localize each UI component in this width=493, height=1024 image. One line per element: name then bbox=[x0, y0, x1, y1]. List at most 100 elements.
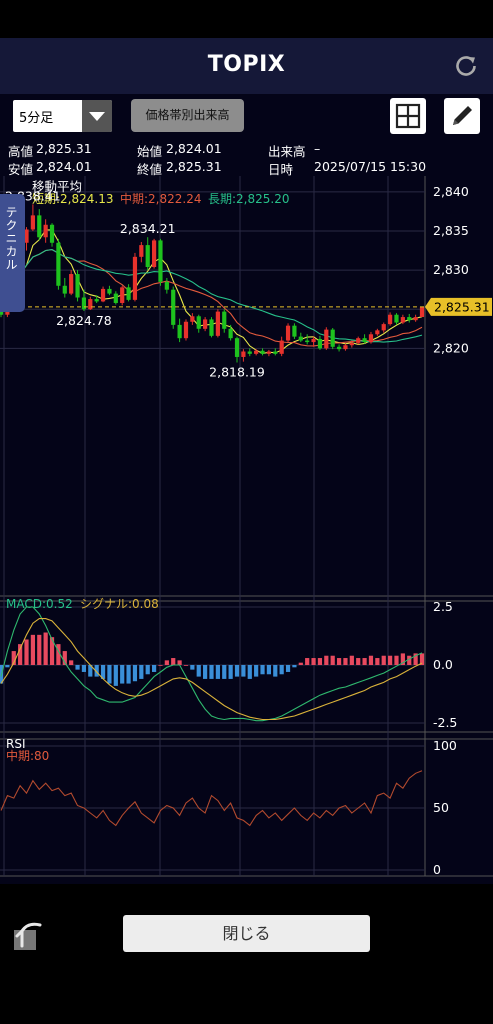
candle-body bbox=[222, 311, 227, 329]
datetime-value: 2025/07/15 15:30 bbox=[314, 159, 427, 174]
candle-body bbox=[37, 215, 42, 238]
technical-tab[interactable]: テクニカル bbox=[0, 194, 25, 312]
macd-histogram-bar bbox=[362, 658, 367, 665]
macd-histogram-bar bbox=[100, 665, 106, 679]
open-value: 2,824.01 bbox=[166, 141, 222, 156]
macd-histogram-bar bbox=[56, 644, 61, 665]
timeframe-select[interactable]: 5分足 bbox=[13, 100, 112, 132]
macd-signal-line bbox=[0, 618, 423, 721]
volume-value: – bbox=[314, 141, 321, 156]
high-value: 2,825.31 bbox=[36, 141, 92, 156]
candle-body bbox=[75, 274, 80, 298]
ma-long-label: 長期:2,825.20 bbox=[208, 192, 289, 206]
macd-histogram-bar bbox=[413, 653, 418, 665]
candle-body bbox=[234, 338, 240, 357]
macd-histogram-bar bbox=[336, 658, 342, 665]
high-label: 高値 bbox=[8, 144, 34, 159]
candle-body bbox=[113, 293, 118, 303]
macd-histogram-bar bbox=[113, 665, 118, 686]
candle-body bbox=[228, 328, 233, 339]
candle-body bbox=[362, 338, 367, 343]
candle-body bbox=[407, 317, 412, 321]
macd-histogram-bar bbox=[177, 660, 182, 665]
macd-histogram-bar bbox=[317, 658, 323, 665]
macd-histogram-bar bbox=[5, 665, 10, 668]
macd-histogram-bar bbox=[241, 665, 246, 677]
chart-area[interactable]: 移動平均 短期:2,824.13 中期:2,822.24 長期:2,825.20… bbox=[0, 176, 493, 881]
grid-layout-button[interactable] bbox=[390, 98, 426, 134]
close-button[interactable]: 閉じる bbox=[123, 915, 370, 952]
candle-body bbox=[126, 287, 131, 300]
macd-histogram-bar bbox=[120, 665, 125, 684]
back-arrow-icon[interactable] bbox=[10, 916, 48, 952]
volume-label: 出来高 bbox=[268, 144, 306, 159]
grid-layout-icon bbox=[395, 103, 421, 129]
macd-histogram-bar bbox=[388, 655, 393, 665]
ma-short-label: 短期:2,824.13 bbox=[32, 192, 113, 206]
macd-histogram-bar bbox=[400, 653, 405, 665]
drawing-tool-button[interactable] bbox=[444, 98, 480, 134]
candle-body bbox=[190, 316, 195, 322]
candle-body bbox=[62, 285, 67, 294]
macd-histogram-bar bbox=[75, 665, 80, 670]
macd-histogram-bar bbox=[305, 658, 310, 665]
candle-body bbox=[349, 342, 354, 346]
macd-histogram-bar bbox=[164, 660, 169, 665]
macd-histogram-bar bbox=[279, 665, 284, 675]
candle-body bbox=[43, 224, 48, 238]
macd-histogram-bar bbox=[37, 634, 42, 665]
current-price-label: 2,825.31 bbox=[434, 299, 490, 314]
price-tick-label: 2,835 bbox=[433, 223, 469, 238]
low-label: 安値 bbox=[8, 162, 34, 177]
candle-body bbox=[343, 345, 348, 350]
macd-histogram-bar bbox=[196, 665, 201, 677]
macd-histogram-bar bbox=[356, 658, 361, 665]
macd-histogram-bar bbox=[215, 665, 220, 679]
candle-body bbox=[285, 325, 291, 341]
datetime-label: 日時 bbox=[268, 162, 294, 177]
candle-body bbox=[94, 299, 99, 302]
footer-bar bbox=[0, 884, 493, 1024]
candle-body bbox=[419, 306, 425, 317]
macd-label: MACD:0.52 bbox=[6, 597, 73, 611]
candle-body bbox=[56, 242, 61, 286]
macd-histogram-bar bbox=[292, 665, 297, 668]
candle-body bbox=[273, 351, 278, 354]
candle-body bbox=[305, 340, 310, 343]
macd-histogram-bar bbox=[18, 644, 23, 665]
current-price-marker bbox=[425, 297, 492, 316]
macd-histogram-bar bbox=[311, 658, 316, 665]
macd-histogram-bar bbox=[330, 655, 335, 665]
volume-profile-button[interactable]: 価格帯別出来高 bbox=[131, 99, 244, 132]
candle-body bbox=[203, 319, 208, 329]
candle-body bbox=[196, 316, 201, 329]
chart-panel bbox=[0, 94, 493, 974]
candle-body bbox=[375, 330, 380, 335]
macd-histogram-bar bbox=[126, 665, 131, 684]
macd-histogram-bar bbox=[407, 655, 412, 665]
macd-histogram-bar bbox=[394, 655, 399, 665]
macd-histogram-bar bbox=[228, 665, 233, 679]
candle-body bbox=[266, 351, 272, 354]
macd-tick-label: -2.5 bbox=[433, 715, 457, 730]
macd-histogram-bar bbox=[151, 665, 157, 672]
candle-body bbox=[171, 289, 176, 325]
macd-histogram-bar bbox=[69, 660, 74, 665]
macd-histogram-bar bbox=[343, 658, 348, 665]
page-title: TOPIX bbox=[207, 52, 286, 77]
candle-body bbox=[292, 325, 297, 337]
macd-signal-label: シグナル:0.08 bbox=[80, 597, 159, 611]
macd-histogram-bar bbox=[209, 665, 214, 679]
macd-histogram-bar bbox=[381, 655, 386, 665]
candle-body bbox=[413, 317, 418, 321]
candle-body bbox=[164, 281, 169, 290]
macd-histogram-bar bbox=[139, 665, 144, 679]
candle-body bbox=[30, 215, 35, 230]
candle-body bbox=[279, 340, 284, 354]
macd-histogram-bar bbox=[81, 665, 87, 672]
macd-histogram-bar bbox=[349, 655, 354, 665]
refresh-icon[interactable] bbox=[453, 53, 479, 79]
candle-body bbox=[241, 351, 246, 357]
candle-body bbox=[317, 338, 323, 349]
macd-histogram-bar bbox=[62, 651, 67, 665]
